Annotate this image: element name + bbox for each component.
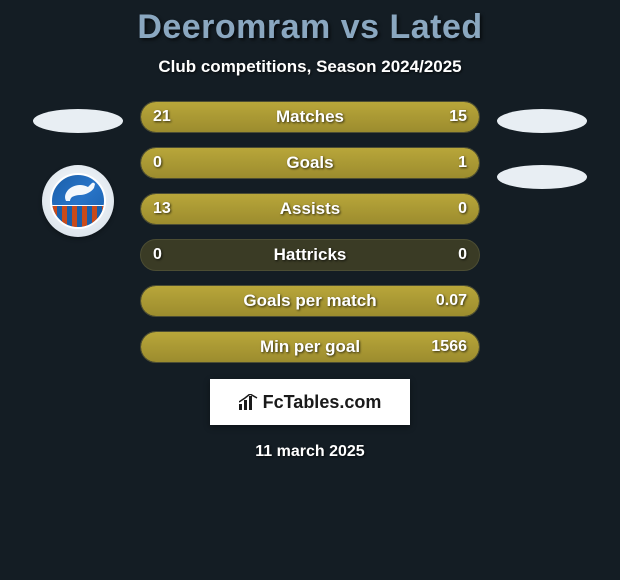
bar-value-right: 15 — [449, 108, 467, 126]
left-side-column — [28, 109, 128, 237]
bar-label: Goals per match — [243, 291, 376, 311]
bar-value-left: 21 — [153, 108, 171, 126]
stat-bar: Goals per match 0.07 — [140, 285, 480, 317]
badge-inner — [50, 173, 106, 229]
bar-value-left: 0 — [153, 246, 162, 264]
bar-label: Goals — [286, 153, 333, 173]
footer-attribution[interactable]: FcTables.com — [210, 379, 410, 425]
comparison-widget: Deeromram vs Lated Club competitions, Se… — [0, 0, 620, 461]
club-badge-left — [42, 165, 114, 237]
site-name: FcTables.com — [263, 392, 382, 413]
bar-value-left: 13 — [153, 200, 171, 218]
horse-icon — [62, 179, 98, 205]
bar-value-right: 0 — [458, 200, 467, 218]
bar-fill-left — [141, 148, 205, 178]
bar-fill-left — [141, 194, 408, 224]
badge-stripes — [52, 205, 104, 227]
page-title: Deeromram vs Lated — [137, 8, 482, 47]
stat-bar: Min per goal 1566 — [140, 331, 480, 363]
footer-date: 11 march 2025 — [255, 443, 364, 461]
content-row: 21 Matches 15 0 Goals 1 13 Assists 0 0 Hattricks 0 G… — [0, 101, 620, 363]
bar-value-right: 1566 — [431, 338, 467, 356]
bar-value-right: 0.07 — [436, 292, 467, 310]
footer-text: FcTables.com — [239, 392, 382, 413]
club-right-placeholder — [497, 165, 587, 189]
bar-fill-right — [408, 194, 479, 224]
stat-bar: 13 Assists 0 — [140, 193, 480, 225]
bar-chart-icon — [239, 394, 259, 410]
right-side-column — [492, 109, 592, 189]
season-subtitle: Club competitions, Season 2024/2025 — [158, 57, 461, 77]
stat-bar: 21 Matches 15 — [140, 101, 480, 133]
bar-value-left: 0 — [153, 154, 162, 172]
stat-bar: 0 Hattricks 0 — [140, 239, 480, 271]
player-right-placeholder — [497, 109, 587, 133]
stat-bar: 0 Goals 1 — [140, 147, 480, 179]
bar-label: Matches — [276, 107, 344, 127]
stats-bars: 21 Matches 15 0 Goals 1 13 Assists 0 0 Hattricks 0 G… — [140, 101, 480, 363]
bar-label: Hattricks — [274, 245, 347, 265]
bar-label: Assists — [280, 199, 340, 219]
bar-value-right: 1 — [458, 154, 467, 172]
bar-fill-right — [205, 148, 479, 178]
bar-label: Min per goal — [260, 337, 360, 357]
player-left-placeholder — [33, 109, 123, 133]
bar-value-right: 0 — [458, 246, 467, 264]
